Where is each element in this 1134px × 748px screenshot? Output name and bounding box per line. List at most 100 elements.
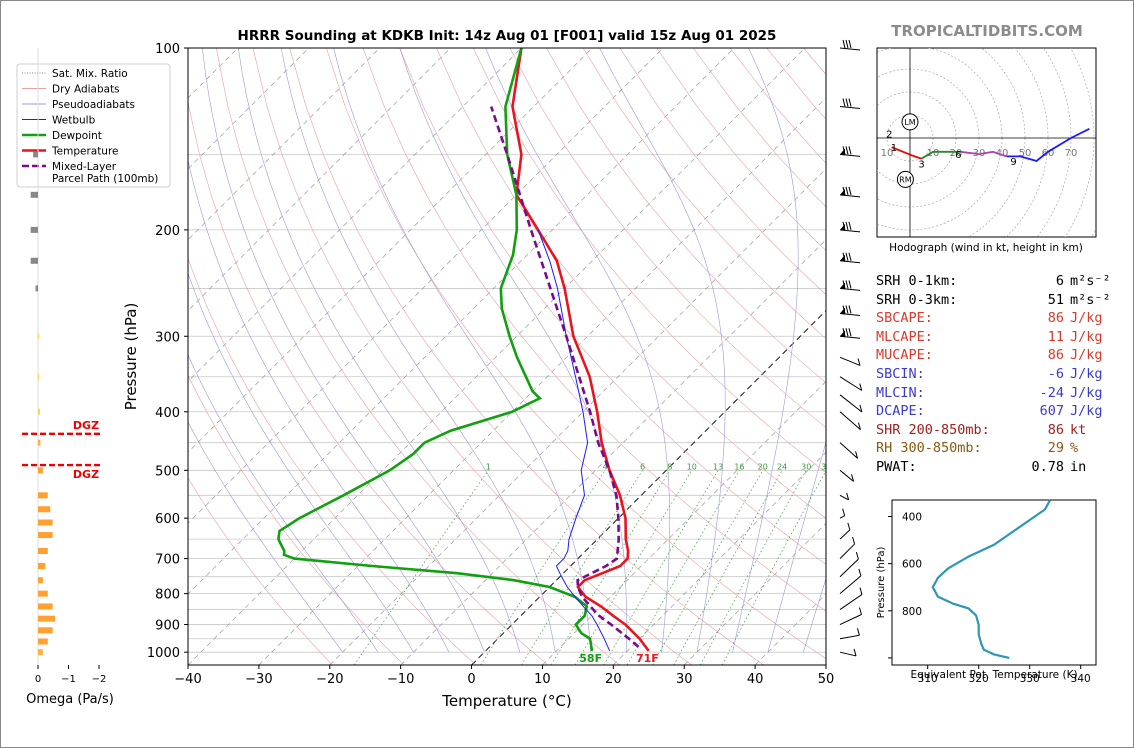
dry-adiabat (188, 374, 405, 665)
stat-unit: m²s⁻² (1070, 273, 1111, 289)
x-tick-label: −40 (174, 672, 201, 687)
omega-bar (38, 603, 53, 610)
moist-adiabat (188, 272, 414, 653)
skewt-axes: −40 −30 −20 −10 0 10 20 30 40 50 100 200 300 400 500 60… (122, 42, 834, 710)
barb-feather (848, 328, 852, 337)
theta-e-x-tick-label: 340 (1071, 673, 1091, 685)
barb-staff (839, 411, 861, 431)
moist-adiabat (399, 48, 627, 653)
moist-adiabat (485, 48, 670, 653)
barb-feather (842, 221, 846, 231)
theta-e-panel: 310 320 330 340 400 600 800 Equivalent Pot. Tem… (876, 499, 1097, 685)
barb-feather (842, 328, 846, 337)
isotherm (188, 48, 593, 453)
barb-feather (842, 252, 846, 261)
dry-adiabat (188, 257, 477, 665)
omega-bar (38, 333, 39, 340)
y-tick-label: 500 (155, 464, 180, 479)
mixing-ratio-label: 30 (801, 462, 811, 471)
legend-label: Dewpoint (52, 130, 102, 142)
barb-staff (839, 594, 863, 610)
mixing-ratio-label: 24 (777, 462, 787, 471)
omega-bar (38, 615, 56, 622)
mixing-ratio-label: 10 (687, 462, 697, 471)
barb-feather (855, 552, 859, 560)
dry-adiabat (188, 99, 549, 665)
omega-panel: 0 −1 −2 Omega (Pa/s) DGZ DGZ (22, 48, 114, 707)
sounding-stats: SRH 0-1km: 6 m²s⁻² SRH 0-3km: 51 m²s⁻² SBCAPE:… (876, 272, 1111, 477)
moist-adiabat (333, 48, 591, 653)
dry-adiabat (188, 477, 333, 665)
dry-adiabat (216, 48, 621, 665)
stat-label: RH 300-850mb: (876, 440, 982, 457)
profile-dewpoint (277, 48, 594, 652)
dry-adiabat (252, 48, 692, 665)
stat-row: SRH 0-1km: 6 m²s⁻² (876, 272, 1111, 291)
surface-label: 58F (579, 652, 602, 665)
barb-staff (839, 614, 862, 626)
omega-bar (38, 492, 48, 499)
surface-label: 71F (636, 652, 659, 665)
barb-staff (839, 543, 855, 559)
storm-motion-marker (901, 113, 919, 131)
stat-row: SBCIN: -6 J/kg (876, 365, 1111, 384)
barb-feather (845, 39, 849, 49)
dry-adiabat (582, 48, 826, 340)
isotherm (188, 48, 735, 595)
mixing-ratio-line (521, 470, 643, 665)
dry-adiabat (399, 48, 826, 565)
hodograph-trace (921, 150, 961, 160)
theta-e-x-tick-label: 310 (918, 673, 938, 685)
theta-e-border (891, 499, 1097, 666)
hodograph-ring-label: 10 (881, 148, 894, 159)
stat-unit: J/kg (1070, 347, 1103, 364)
y-tick-label: 700 (155, 553, 180, 568)
omega-bar (38, 562, 46, 569)
stat-row: DCAPE: 607 J/kg (876, 402, 1111, 421)
omega-bar (38, 590, 48, 597)
omega-bar (38, 627, 53, 634)
x-tick-label: −20 (316, 672, 343, 687)
omega-bar (35, 285, 38, 292)
mixing-ratio-label: 4 (603, 462, 608, 471)
y-tick-label: 800 (155, 588, 180, 603)
isotherm (400, 239, 826, 665)
stat-row: MUCAPE: 86 J/kg (876, 346, 1111, 365)
theta-e-x-label: Equivalent Pot. Temperature (K) (910, 669, 1077, 681)
brand-watermark: TROPICALTIDBITS.COM (891, 22, 1083, 40)
barb-feather (848, 186, 852, 195)
dry-adiabat (436, 48, 826, 519)
hodograph-height-label: 3 (918, 159, 924, 170)
dry-adiabat (289, 48, 764, 665)
hodograph-ring-label: 50 (1019, 148, 1032, 159)
stat-value: 86 (1047, 421, 1064, 438)
stat-value: 86 (1047, 310, 1064, 327)
stat-row: PWAT: 0.78 in (876, 458, 1111, 477)
hodograph-ring-label: 20 (950, 148, 963, 159)
profile-temperature (511, 48, 650, 652)
omega-bar (38, 532, 53, 539)
legend-label: Dry Adiabats (52, 84, 120, 96)
barb-staff (839, 515, 845, 519)
stat-row: MLCIN: -24 J/kg (876, 384, 1111, 403)
wind-barbs (839, 39, 863, 657)
barb-feather (848, 39, 852, 49)
mixing-ratio-label: 1 (486, 462, 491, 471)
y-tick-label: 100 (155, 42, 180, 57)
omega-tick-label: 0 (35, 674, 41, 685)
stat-value: 11 (1047, 328, 1064, 345)
barb-feather (851, 474, 855, 482)
stat-row: SRH 0-3km: 51 m²s⁻² (876, 291, 1111, 310)
omega-bar (30, 226, 38, 233)
x-tick-label: 0 (467, 672, 475, 687)
isotherm (329, 168, 826, 665)
barb-staff (839, 634, 860, 640)
y-tick-label: 900 (155, 619, 180, 634)
theta-e-y-label: Pressure (hPa) (876, 547, 887, 619)
stat-unit: J/kg (1070, 328, 1103, 345)
stat-label: SHR 200-850mb: (876, 421, 990, 438)
stat-value: 29 (1047, 440, 1064, 457)
barb-staff (839, 494, 849, 501)
stat-row: SBCAPE: 86 J/kg (876, 309, 1111, 328)
stat-value: 6 (1055, 273, 1064, 289)
